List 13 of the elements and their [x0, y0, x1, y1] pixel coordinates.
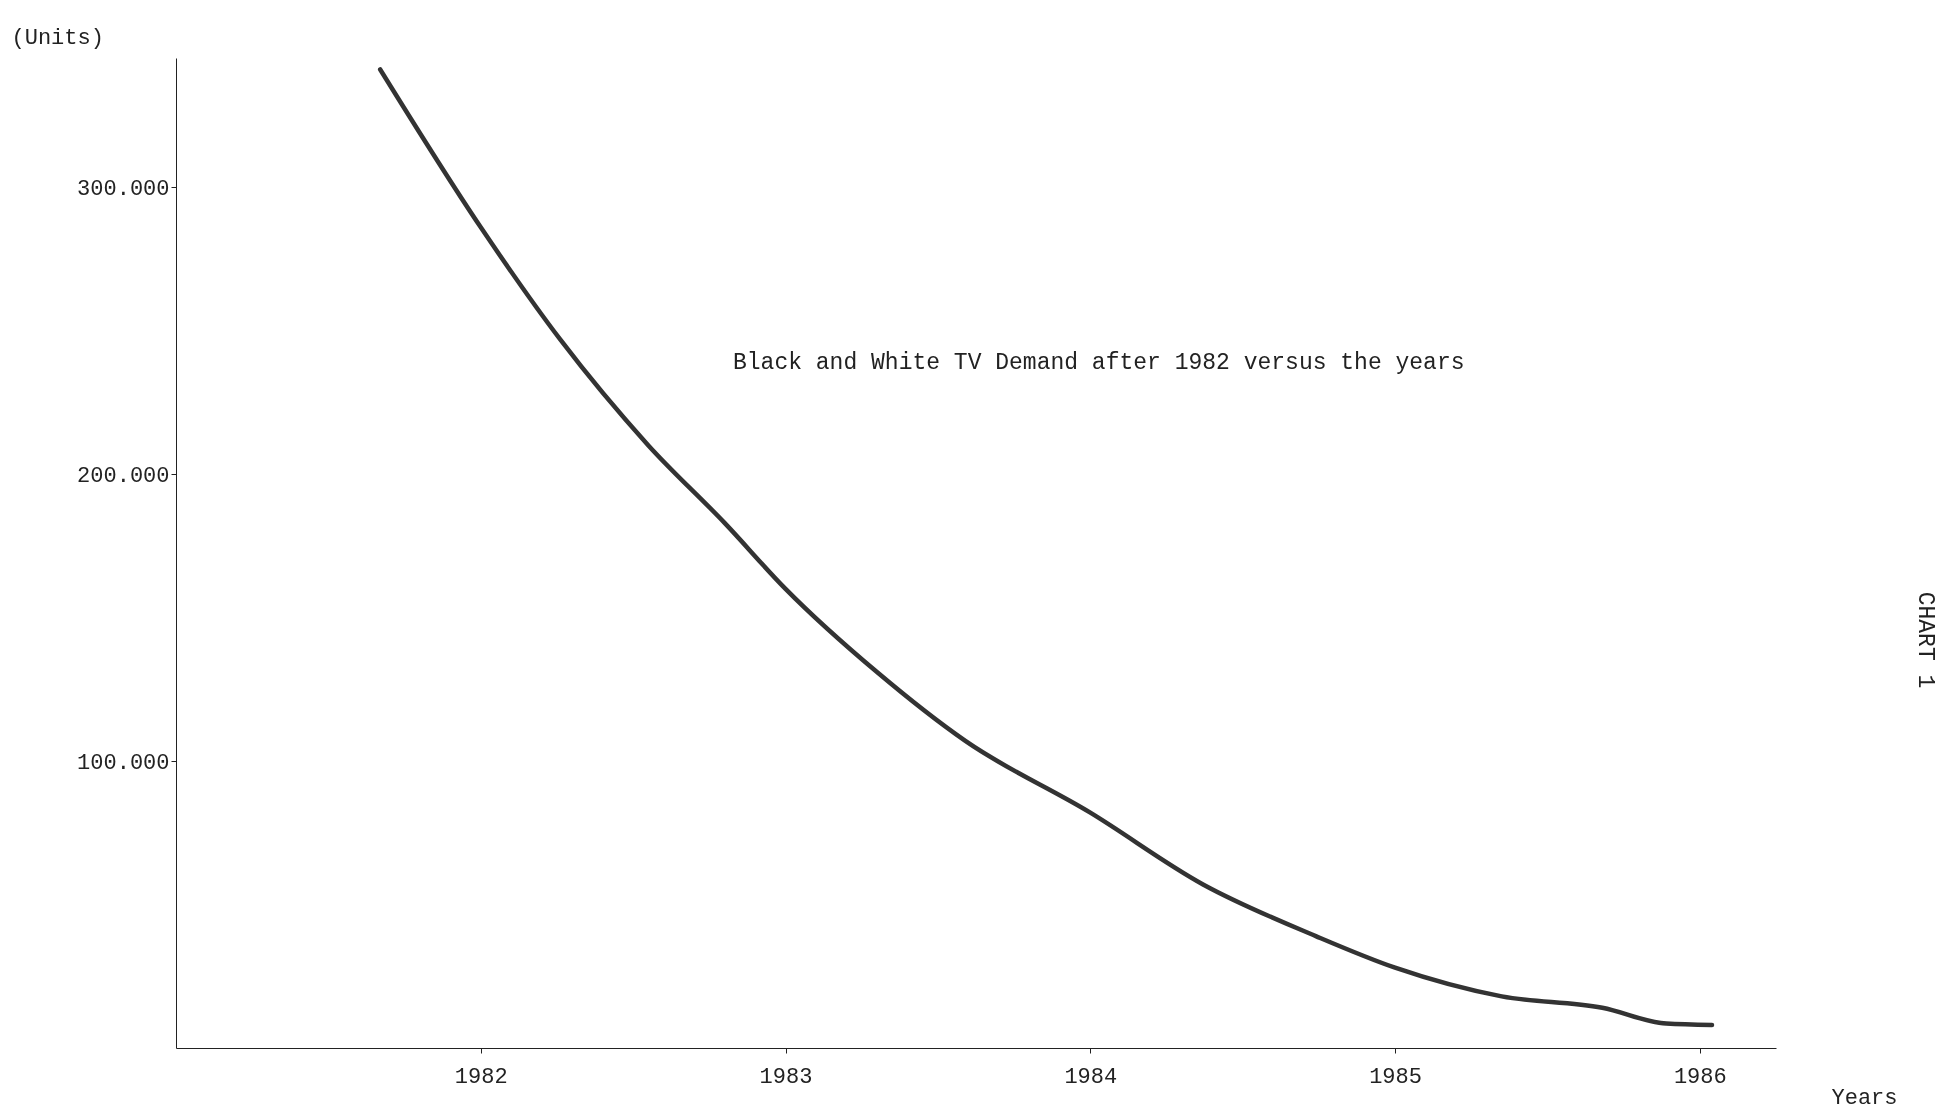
x-tick-label: 1985: [1369, 1064, 1422, 1090]
caption: CHART 1: [1912, 591, 1938, 689]
y-axis-title: (Units): [11, 25, 104, 51]
annotation: Black and White TV Demand after 1982 versus the years: [733, 350, 1465, 376]
x-tick-label: 1984: [1064, 1064, 1118, 1090]
x-tick-label: 1986: [1673, 1064, 1727, 1090]
y-tick-label: 100.000: [77, 750, 170, 776]
x-axis-title: Years: [1831, 1085, 1898, 1111]
y-tick-label: 200.000: [77, 463, 170, 489]
y-tick-label: 300.000: [77, 176, 170, 202]
x-tick-label: 1982: [454, 1064, 508, 1090]
x-tick-label: 1983: [759, 1064, 813, 1090]
line-series: [377, 67, 1715, 1028]
